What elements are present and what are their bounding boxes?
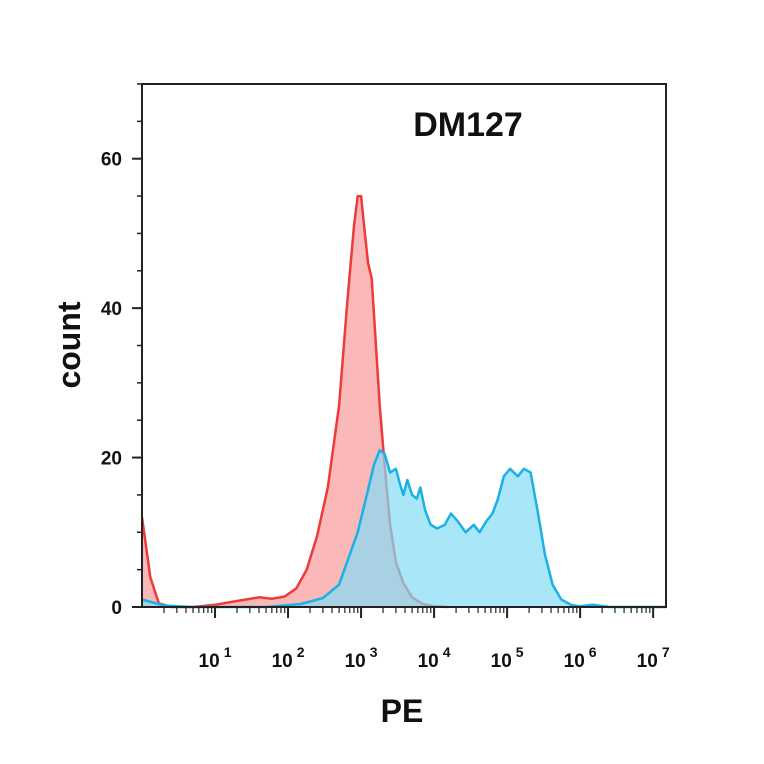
x-tick-label: 10 4 xyxy=(418,644,451,672)
series-layer xyxy=(142,196,666,607)
y-axis-label: count xyxy=(51,301,87,388)
x-tick-label: 10 2 xyxy=(272,644,305,672)
x-tick-label: 10 1 xyxy=(199,644,232,672)
y-tick-label: 20 xyxy=(101,449,122,470)
chart-title: DM127 xyxy=(413,106,523,144)
x-tick-label: 10 6 xyxy=(564,644,597,672)
y-tick-label: 40 xyxy=(101,299,122,320)
x-tick-label: 10 7 xyxy=(637,644,670,672)
x-tick-label: 10 3 xyxy=(345,644,378,672)
y-tick-label: 60 xyxy=(101,150,122,171)
series-2-area xyxy=(142,450,666,607)
y-tick-label: 0 xyxy=(111,598,122,619)
x-axis-label: PE xyxy=(381,693,424,729)
x-tick-label: 10 5 xyxy=(491,644,524,672)
